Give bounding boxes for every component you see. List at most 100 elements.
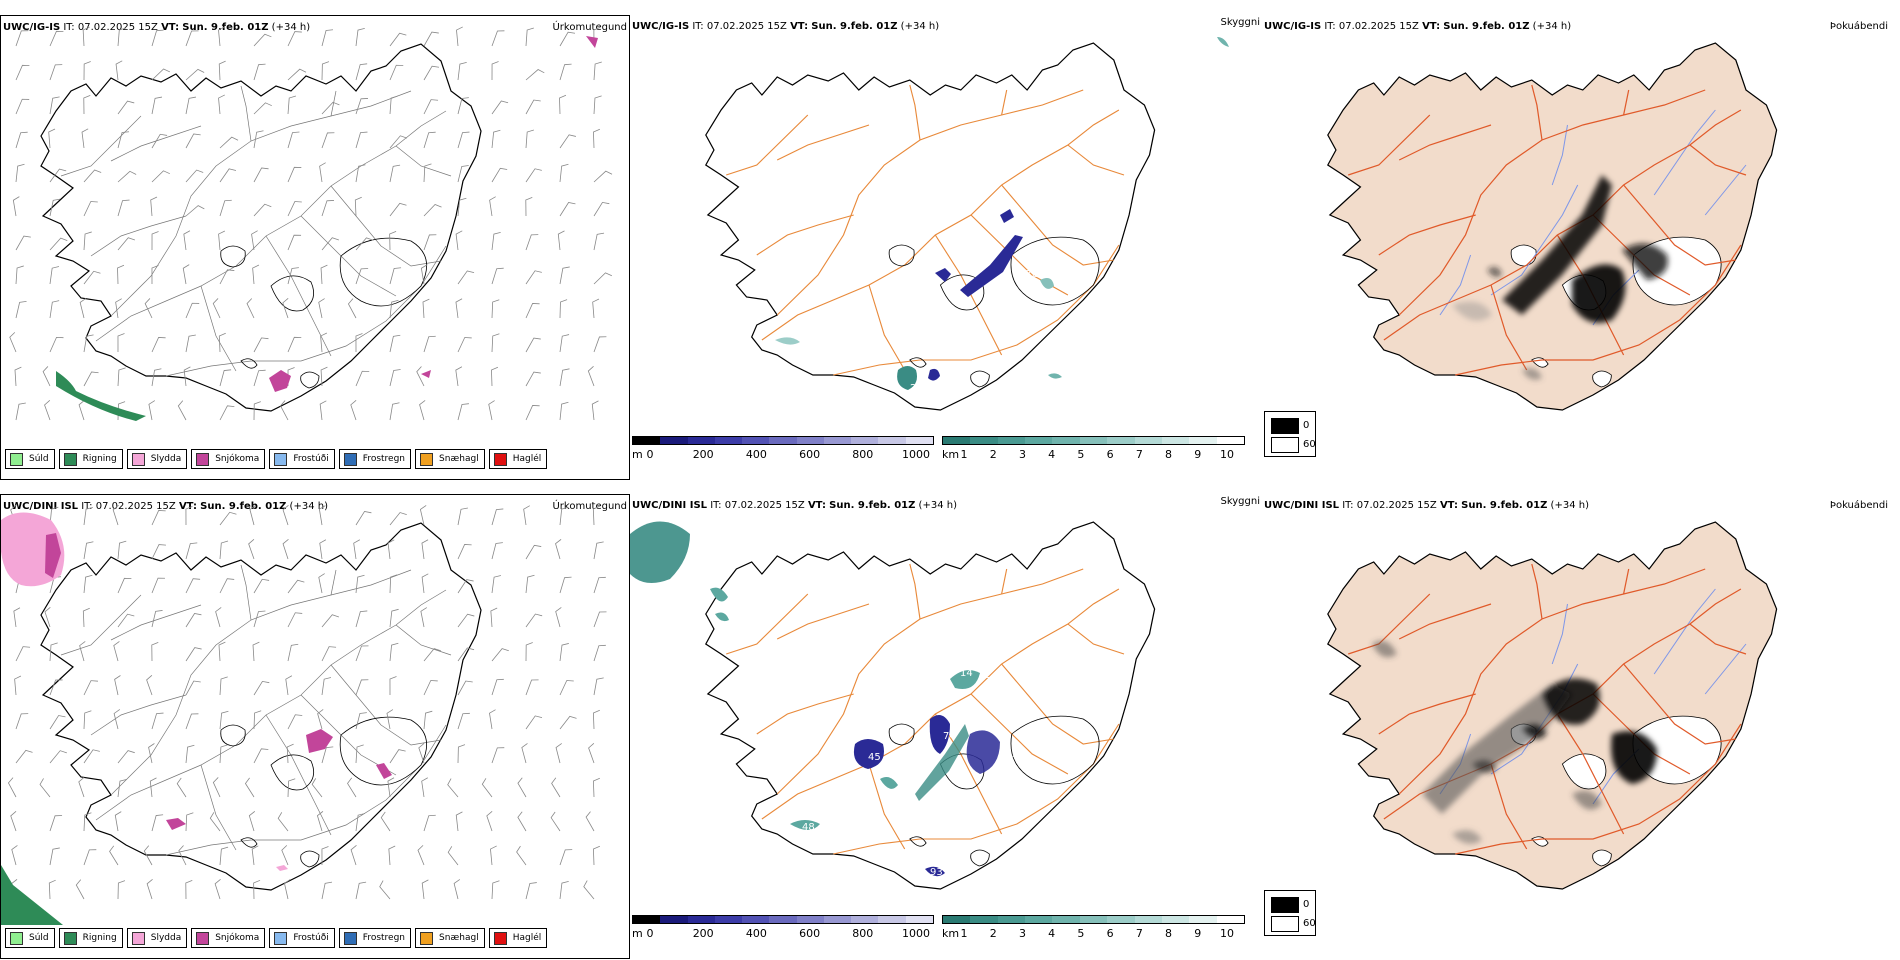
wind-barb [355,268,369,285]
wind-barb [592,298,600,319]
colorbar-swatch [878,437,906,444]
fog-index-legend: 0 60 [1264,890,1316,936]
wind-barb [44,607,51,628]
wind-barb [151,68,171,81]
colorbar-tick: 1000 [902,927,930,940]
wind-barb [253,167,269,183]
wind-barb [525,574,535,594]
colorbar-swatch [633,437,661,444]
colorbar-swatch [1025,437,1053,444]
wind-barb [49,266,60,285]
wind-barb [389,95,398,115]
wind-barb [49,300,60,319]
snow-area [269,370,291,392]
colorbar-swatch [905,916,933,923]
wind-barb [49,847,60,866]
colorbar-swatch [997,916,1026,923]
wind-barb [457,61,467,81]
wind-barb [421,879,429,900]
wind-barb [457,131,470,149]
legend-item: Snjókoma [191,928,266,948]
panel-header: UWC/IG-IS IT: 07.02.2025 15Z VT: Sun. 9.… [3,22,311,33]
wind-barb [593,170,613,183]
wind-barb [9,332,17,353]
wind-barb [214,879,221,900]
colorbar-tick: 800 [852,448,874,461]
visibility-map: 32 26 34 [630,37,1229,480]
wind-barb [491,648,509,662]
wind-barb [218,230,226,251]
wind-barb [389,642,399,662]
wind-barb [457,337,472,353]
legend-label: Frostregn [362,933,406,943]
wind-barb [117,237,136,251]
wind-barb [78,777,85,798]
wind-barb [176,777,187,798]
legend-swatch [10,452,23,466]
wind-barb [13,607,21,628]
wind-barb [253,748,269,764]
wind-barb [117,333,125,353]
wind-barb [593,272,613,285]
wind-barb [115,298,122,319]
vis-label: 14 [960,668,973,679]
colorbar-tick: 600 [799,448,821,461]
legend-item: Rigning [58,928,123,948]
wind-barb [321,237,340,251]
legend-label: Snæhagl [439,454,479,464]
wind-barb [185,302,200,319]
legend-item: Snæhagl [415,449,485,469]
colorbar-swatch [769,916,797,923]
wind-barb [82,26,90,47]
colorbar-swatch [769,437,797,444]
wind-barb [559,576,572,594]
colorbar-swatch [970,916,998,923]
wind-barb [81,128,89,149]
legend-item: Frostregn [338,928,412,948]
colorbar-swatch [660,916,688,923]
wind-barb [218,641,226,662]
legend-swatch [131,931,145,945]
wind-barb [355,574,365,594]
wind-barb [355,370,370,387]
wind-barb [591,400,599,421]
wind-barb [219,269,235,285]
wind-barb [525,69,545,81]
colorbar-swatch [1107,437,1135,444]
panel-header: UWC/DINI ISL IT: 07.02.2025 15Z VT: Sun.… [1264,500,1589,511]
wind-barb [7,777,17,798]
wind-barb [593,677,604,696]
wind-barb [218,26,225,47]
colorbar-tick: 7 [1135,448,1143,461]
wind-barb [447,846,459,866]
legend-item: Frostúði [269,928,335,948]
wind-barb [525,642,533,662]
wind-barb [15,402,26,421]
wind-barb [14,366,22,387]
wind-barb [287,31,302,47]
colorbar-swatch [997,437,1026,444]
wind-barb [559,715,577,730]
wind-barb [253,369,266,387]
colorbar-tick: 1 [960,448,968,461]
wind-barb [79,298,87,319]
wind-barb [185,713,199,730]
legend-label: Snjókoma [215,933,260,943]
wind-barb [525,99,541,115]
wind-barb [347,777,357,798]
wind-barb [491,231,501,251]
wind-barb [117,540,127,560]
wind-barb [559,368,570,387]
wind-barb [583,880,595,900]
rain-area [56,371,146,421]
vis-label: 34 [927,379,940,390]
wind-barb [593,61,602,81]
wind-barb [75,879,85,900]
colorbar-tick: 10 [1220,448,1234,461]
wind-barb [355,131,368,149]
wind-barb [209,812,221,832]
wind-barb [185,68,205,81]
wind-barb [320,264,328,285]
legend-label: Frostúði [293,454,329,464]
wind-barb [117,27,127,47]
